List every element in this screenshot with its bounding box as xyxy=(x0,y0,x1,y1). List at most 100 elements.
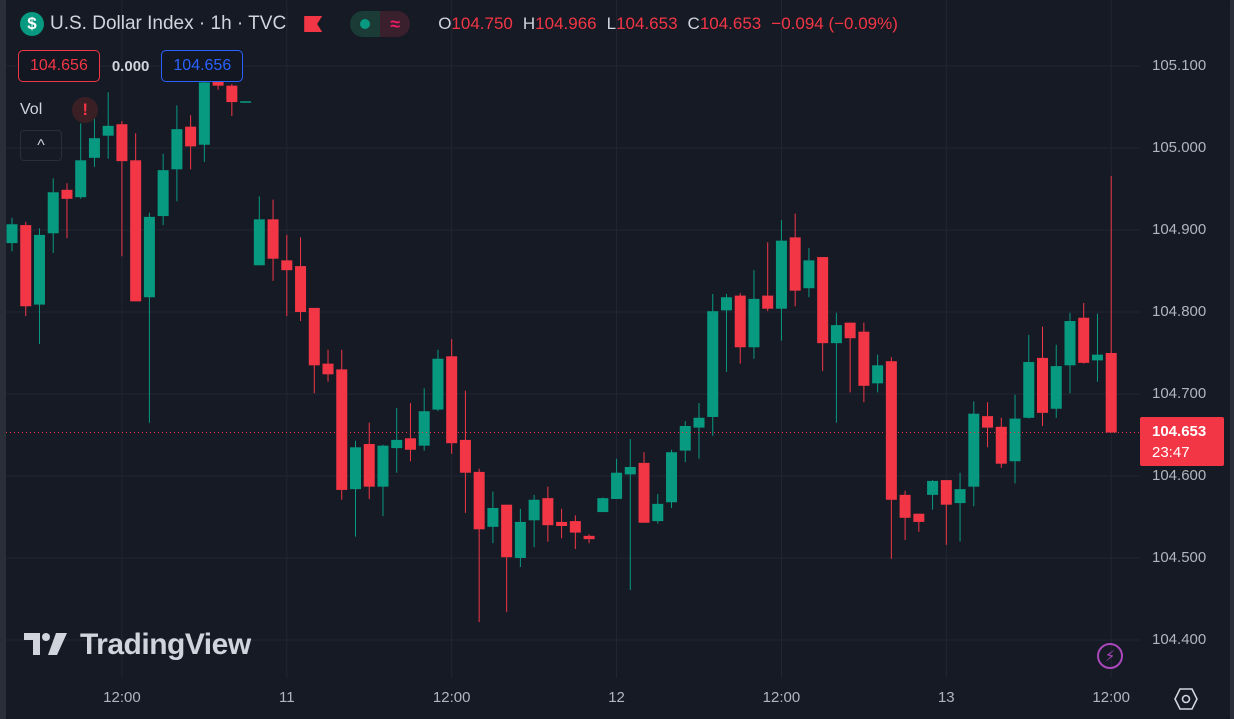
lightning-icon[interactable]: ⚡ xyxy=(1097,643,1123,669)
candle-body xyxy=(707,311,719,417)
candle-up xyxy=(6,217,18,252)
market-status[interactable]: ≈ xyxy=(350,11,411,37)
buy-button[interactable]: 104.656 xyxy=(161,50,244,82)
candle-down xyxy=(295,237,307,322)
candle-body xyxy=(830,325,842,344)
candle-body xyxy=(336,369,348,490)
candle-body xyxy=(143,216,155,298)
price-tick-label: 104.600 xyxy=(1152,467,1207,484)
candle-up xyxy=(968,401,980,507)
candle-down xyxy=(982,402,994,448)
candle-body xyxy=(267,219,279,259)
candle-body xyxy=(446,356,458,444)
time-tick-label: 12 xyxy=(608,689,625,706)
candle-body xyxy=(198,82,210,145)
candle-body xyxy=(803,260,815,289)
chart-title[interactable]: U.S. Dollar Index · 1h · TVC xyxy=(50,13,287,34)
collapse-legend-button[interactable]: ^ xyxy=(20,130,62,161)
candle-body xyxy=(157,170,169,217)
flag-icon[interactable] xyxy=(304,16,323,32)
candle-up xyxy=(1009,394,1021,484)
bar-countdown: 23:47 xyxy=(1152,444,1190,461)
candle-up xyxy=(1050,344,1062,418)
candle-down xyxy=(844,322,856,393)
candle-body xyxy=(638,462,650,523)
candle-down xyxy=(446,339,458,454)
candle-up xyxy=(143,212,155,423)
candle-body xyxy=(404,438,416,450)
candle-body xyxy=(1105,353,1117,433)
chart-pane[interactable] xyxy=(6,0,1230,719)
candles xyxy=(6,71,1117,622)
candle-body xyxy=(1091,354,1103,361)
candle-body xyxy=(363,444,375,487)
candle-down xyxy=(322,349,334,382)
candle-body xyxy=(240,101,252,103)
candle-body xyxy=(308,307,320,366)
close-label: C xyxy=(687,14,700,33)
candle-body xyxy=(75,160,87,198)
candle-down xyxy=(885,357,897,559)
tradingview-logo[interactable]: TradingView xyxy=(24,628,251,662)
price-tick-label: 105.000 xyxy=(1152,139,1207,156)
candle-body xyxy=(1050,366,1062,409)
candle-down xyxy=(542,486,554,542)
candle-up xyxy=(1023,334,1035,419)
candle-up xyxy=(514,508,526,568)
market-open-dot-icon xyxy=(350,11,381,37)
candle-up xyxy=(748,270,760,359)
candle-body xyxy=(720,297,732,311)
candle-body xyxy=(982,416,994,428)
close-value: 104.653 xyxy=(699,14,762,33)
spread-value: 0.000 xyxy=(111,57,150,75)
right-border xyxy=(1230,0,1234,719)
chart-legend: $ U.S. Dollar Index · 1h · TVC ≈ O104.75… xyxy=(20,10,898,38)
candle-body xyxy=(734,295,746,348)
candle-down xyxy=(501,504,513,613)
candle-up xyxy=(803,248,815,298)
candle-down xyxy=(20,221,32,317)
candle-up xyxy=(693,403,705,459)
candle-down xyxy=(789,213,801,307)
candle-down xyxy=(762,242,774,312)
candle-up xyxy=(720,293,732,372)
candle-up xyxy=(927,480,939,510)
candle-down xyxy=(363,422,375,499)
settings-icon[interactable] xyxy=(1174,688,1198,710)
candle-body xyxy=(775,240,787,309)
low-value: 104.653 xyxy=(616,14,678,33)
candle-body xyxy=(33,234,45,305)
chevron-up-icon: ^ xyxy=(37,136,45,154)
candle-up xyxy=(1064,312,1076,394)
candle-body xyxy=(322,363,334,375)
candle-body xyxy=(528,499,540,521)
candle-body xyxy=(762,295,774,309)
candle-up xyxy=(157,153,169,226)
candle-up xyxy=(528,494,540,548)
warning-icon[interactable]: ! xyxy=(72,97,99,123)
candle-up xyxy=(872,354,884,393)
candle-body xyxy=(652,503,664,522)
candle-down xyxy=(638,452,650,523)
price-tick-label: 104.900 xyxy=(1152,221,1207,238)
candle-body xyxy=(61,189,73,199)
candle-down xyxy=(308,307,320,394)
volume-indicator[interactable]: Vol ! xyxy=(20,97,99,123)
candle-body xyxy=(583,535,595,540)
candle-down xyxy=(995,417,1007,468)
candle-up xyxy=(830,312,842,423)
candle-down xyxy=(281,234,293,317)
candle-down xyxy=(858,322,870,403)
candle-up xyxy=(171,105,183,202)
candle-body xyxy=(185,126,197,147)
trade-buttons: 104.656 0.000 104.656 xyxy=(18,50,244,82)
volume-label: Vol xyxy=(20,101,43,118)
time-tick-label: 12:00 xyxy=(432,689,471,706)
candle-down xyxy=(1105,175,1117,433)
candle-body xyxy=(1023,362,1035,418)
sell-button[interactable]: 104.656 xyxy=(18,50,100,82)
candle-body xyxy=(556,521,568,527)
candle-body xyxy=(432,358,444,410)
candle-down xyxy=(336,349,348,500)
